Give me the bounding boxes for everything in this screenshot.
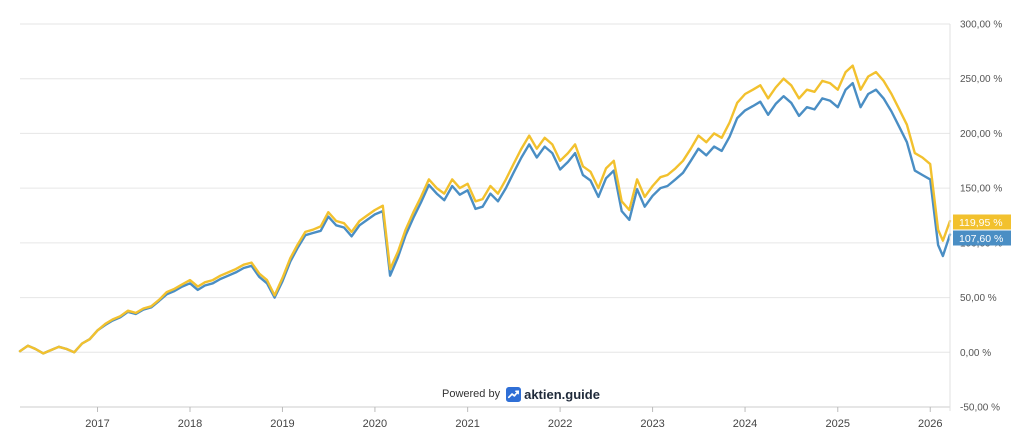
y-tick-label: 150,00 % <box>960 184 1002 195</box>
brand-logo[interactable]: aktien.guide <box>506 386 600 402</box>
badge-label: 119,95 % <box>959 217 1003 229</box>
badge-label: 107,60 % <box>959 233 1003 245</box>
y-tick-label: -50,00 % <box>960 403 1000 414</box>
series-line-blue <box>18 81 952 355</box>
x-axis: 2017 2018 2019 2020 2021 2022 2023 2024 2025 2026 <box>20 24 951 430</box>
series-lines <box>18 64 952 355</box>
badge-background <box>953 230 1011 246</box>
last-value-badge-blue: 107,60 % <box>953 230 1011 246</box>
grid-lines <box>20 23 950 408</box>
x-tick-label: 2026 <box>918 418 942 430</box>
y-tick-label: 50,00 % <box>960 293 997 304</box>
x-tick-label: 2020 <box>363 418 387 430</box>
x-tick-label: 2024 <box>733 418 757 430</box>
y-tick-label: 0,00 % <box>960 348 991 359</box>
y-tick-label: 200,00 % <box>960 129 1002 140</box>
x-tick-label: 2018 <box>178 418 202 430</box>
x-tick-label: 2025 <box>826 418 850 430</box>
powered-by-footer[interactable]: Powered by aktien.guide <box>442 385 600 403</box>
brand-name: aktien.guide <box>524 386 600 402</box>
y-tick-label: 300,00 % <box>960 20 1002 31</box>
last-value-badges: 119,95 % 107,60 % <box>953 214 1011 246</box>
x-tick-label: 2019 <box>270 418 294 430</box>
trend-chart-icon <box>506 386 522 402</box>
badge-background <box>953 214 1011 230</box>
x-tick-label: 2021 <box>455 418 479 430</box>
series-line-yellow <box>18 64 952 355</box>
x-tick-label: 2022 <box>548 418 572 430</box>
y-tick-label: 250,00 % <box>960 74 1002 85</box>
last-value-badge-yellow: 119,95 % <box>953 214 1011 230</box>
x-tick-label: 2017 <box>85 418 109 430</box>
x-tick-label: 2023 <box>640 418 664 430</box>
powered-by-label: Powered by <box>442 388 501 400</box>
